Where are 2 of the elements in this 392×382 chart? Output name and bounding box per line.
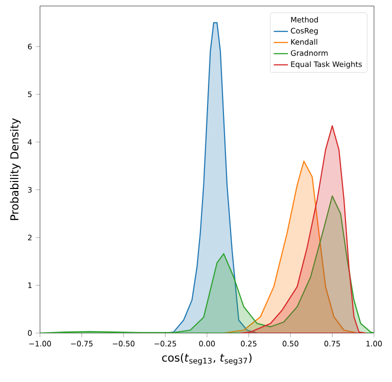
x-axis-title: cos(t$_{seg13}$, t$_{seg37}$)	[162, 353, 252, 366]
y-axis-title: Probability Density	[10, 118, 21, 220]
